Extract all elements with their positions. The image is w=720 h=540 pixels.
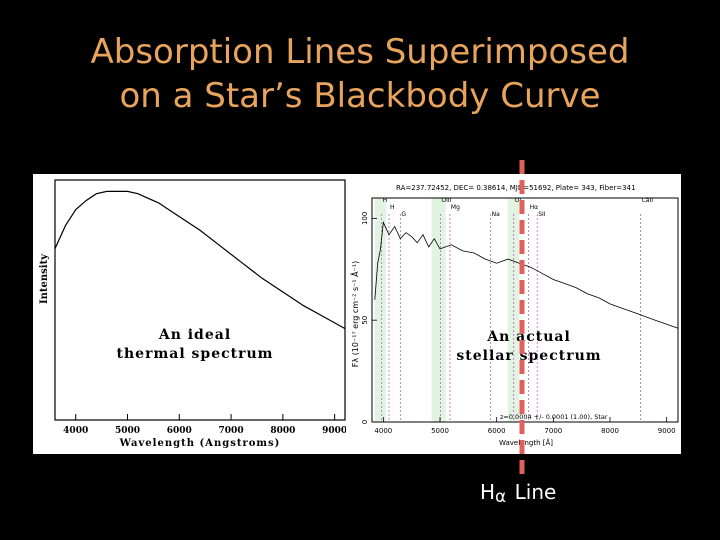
x-axis-label: Wavelength (Angstroms)	[119, 438, 281, 449]
y-axis-label: Intensity	[39, 253, 50, 304]
y-axis-label: Fλ (10⁻¹⁷ erg cm⁻² s⁻¹ Å⁻¹)	[349, 261, 360, 367]
annotation-line-1: An actual	[486, 329, 571, 345]
line-label: SII	[538, 211, 546, 218]
spectrum-footer: z=0.0004 +/- 0.0001 (1.00), Star	[500, 413, 608, 421]
x-axis-ticks: 4000 5000 6000 7000 8000 9000	[63, 414, 346, 436]
shaded-band	[374, 198, 387, 422]
x-tick-label: 4000	[63, 426, 88, 436]
spectrum-curve	[374, 220, 679, 329]
x-tick-label: 4000	[374, 427, 392, 435]
x-tick-label: 7000	[219, 426, 244, 436]
x-tick-label: 5000	[115, 426, 140, 436]
line-label: Mg	[451, 204, 460, 211]
y-tick-label: 0	[361, 420, 369, 424]
x-tick-label: 7000	[544, 427, 562, 435]
x-tick-label: 8000	[270, 426, 295, 436]
caption-subscript: α	[495, 487, 507, 507]
y-axis-ticks: 0 50 100	[361, 212, 377, 424]
x-axis-label: Wavelength [Å]	[499, 438, 553, 447]
x-tick-label: 9000	[322, 426, 346, 436]
line-label: G	[401, 211, 406, 218]
ideal-spectrum-panel: 4000 5000 6000 7000 8000 9000 Intensity Wavel…	[33, 174, 346, 454]
y-tick-label: 100	[361, 212, 369, 225]
slide-title-line-1: Absorption Lines Superimposed	[90, 32, 630, 72]
line-label: OI	[515, 197, 522, 204]
caption-suffix: Line	[514, 480, 557, 504]
y-tick-label: 50	[361, 316, 369, 325]
annotation-line-2: stellar spectrum	[456, 348, 601, 364]
line-label: CaII	[642, 197, 654, 204]
line-label: OIII	[441, 197, 451, 204]
x-tick-label: 6000	[167, 426, 192, 436]
slide-title-line-2: on a Star’s Blackbody Curve	[119, 76, 601, 116]
x-tick-label: 9000	[658, 427, 676, 435]
plot-frame	[371, 197, 679, 423]
ideal-spectrum-chart: 4000 5000 6000 7000 8000 9000 Intensity Wavel…	[39, 179, 346, 449]
line-label: Hα	[530, 204, 539, 211]
x-tick-label: 6000	[488, 427, 506, 435]
x-tick-label: 5000	[431, 427, 449, 435]
x-axis-ticks: 4000 5000 6000 7000 8000 9000	[374, 417, 676, 435]
plot-frame	[54, 179, 346, 421]
caption-prefix: H	[480, 480, 496, 504]
stellar-spectrum-panel: H H G OIII Mg Na OI Hα SII CaII 4000 5000 6000 7000 8…	[346, 174, 681, 454]
annotation-line-2: thermal spectrum	[117, 346, 274, 362]
line-label: Na	[492, 211, 500, 218]
h-alpha-caption: Hα Line	[480, 480, 557, 507]
annotation-line-1: An ideal	[158, 327, 231, 343]
line-markers	[381, 214, 642, 422]
x-tick-label: 8000	[601, 427, 619, 435]
shaded-band	[431, 198, 446, 422]
slide-title: Absorption Lines Superimposed on a Star’…	[0, 30, 720, 118]
line-label: H	[383, 197, 388, 204]
shaded-bands	[374, 198, 520, 422]
blackbody-curve	[54, 190, 346, 330]
line-label: H	[390, 204, 395, 211]
spectrum-header: RA=237.72452, DEC= 0.38614, MJD=51692, P…	[396, 184, 636, 192]
